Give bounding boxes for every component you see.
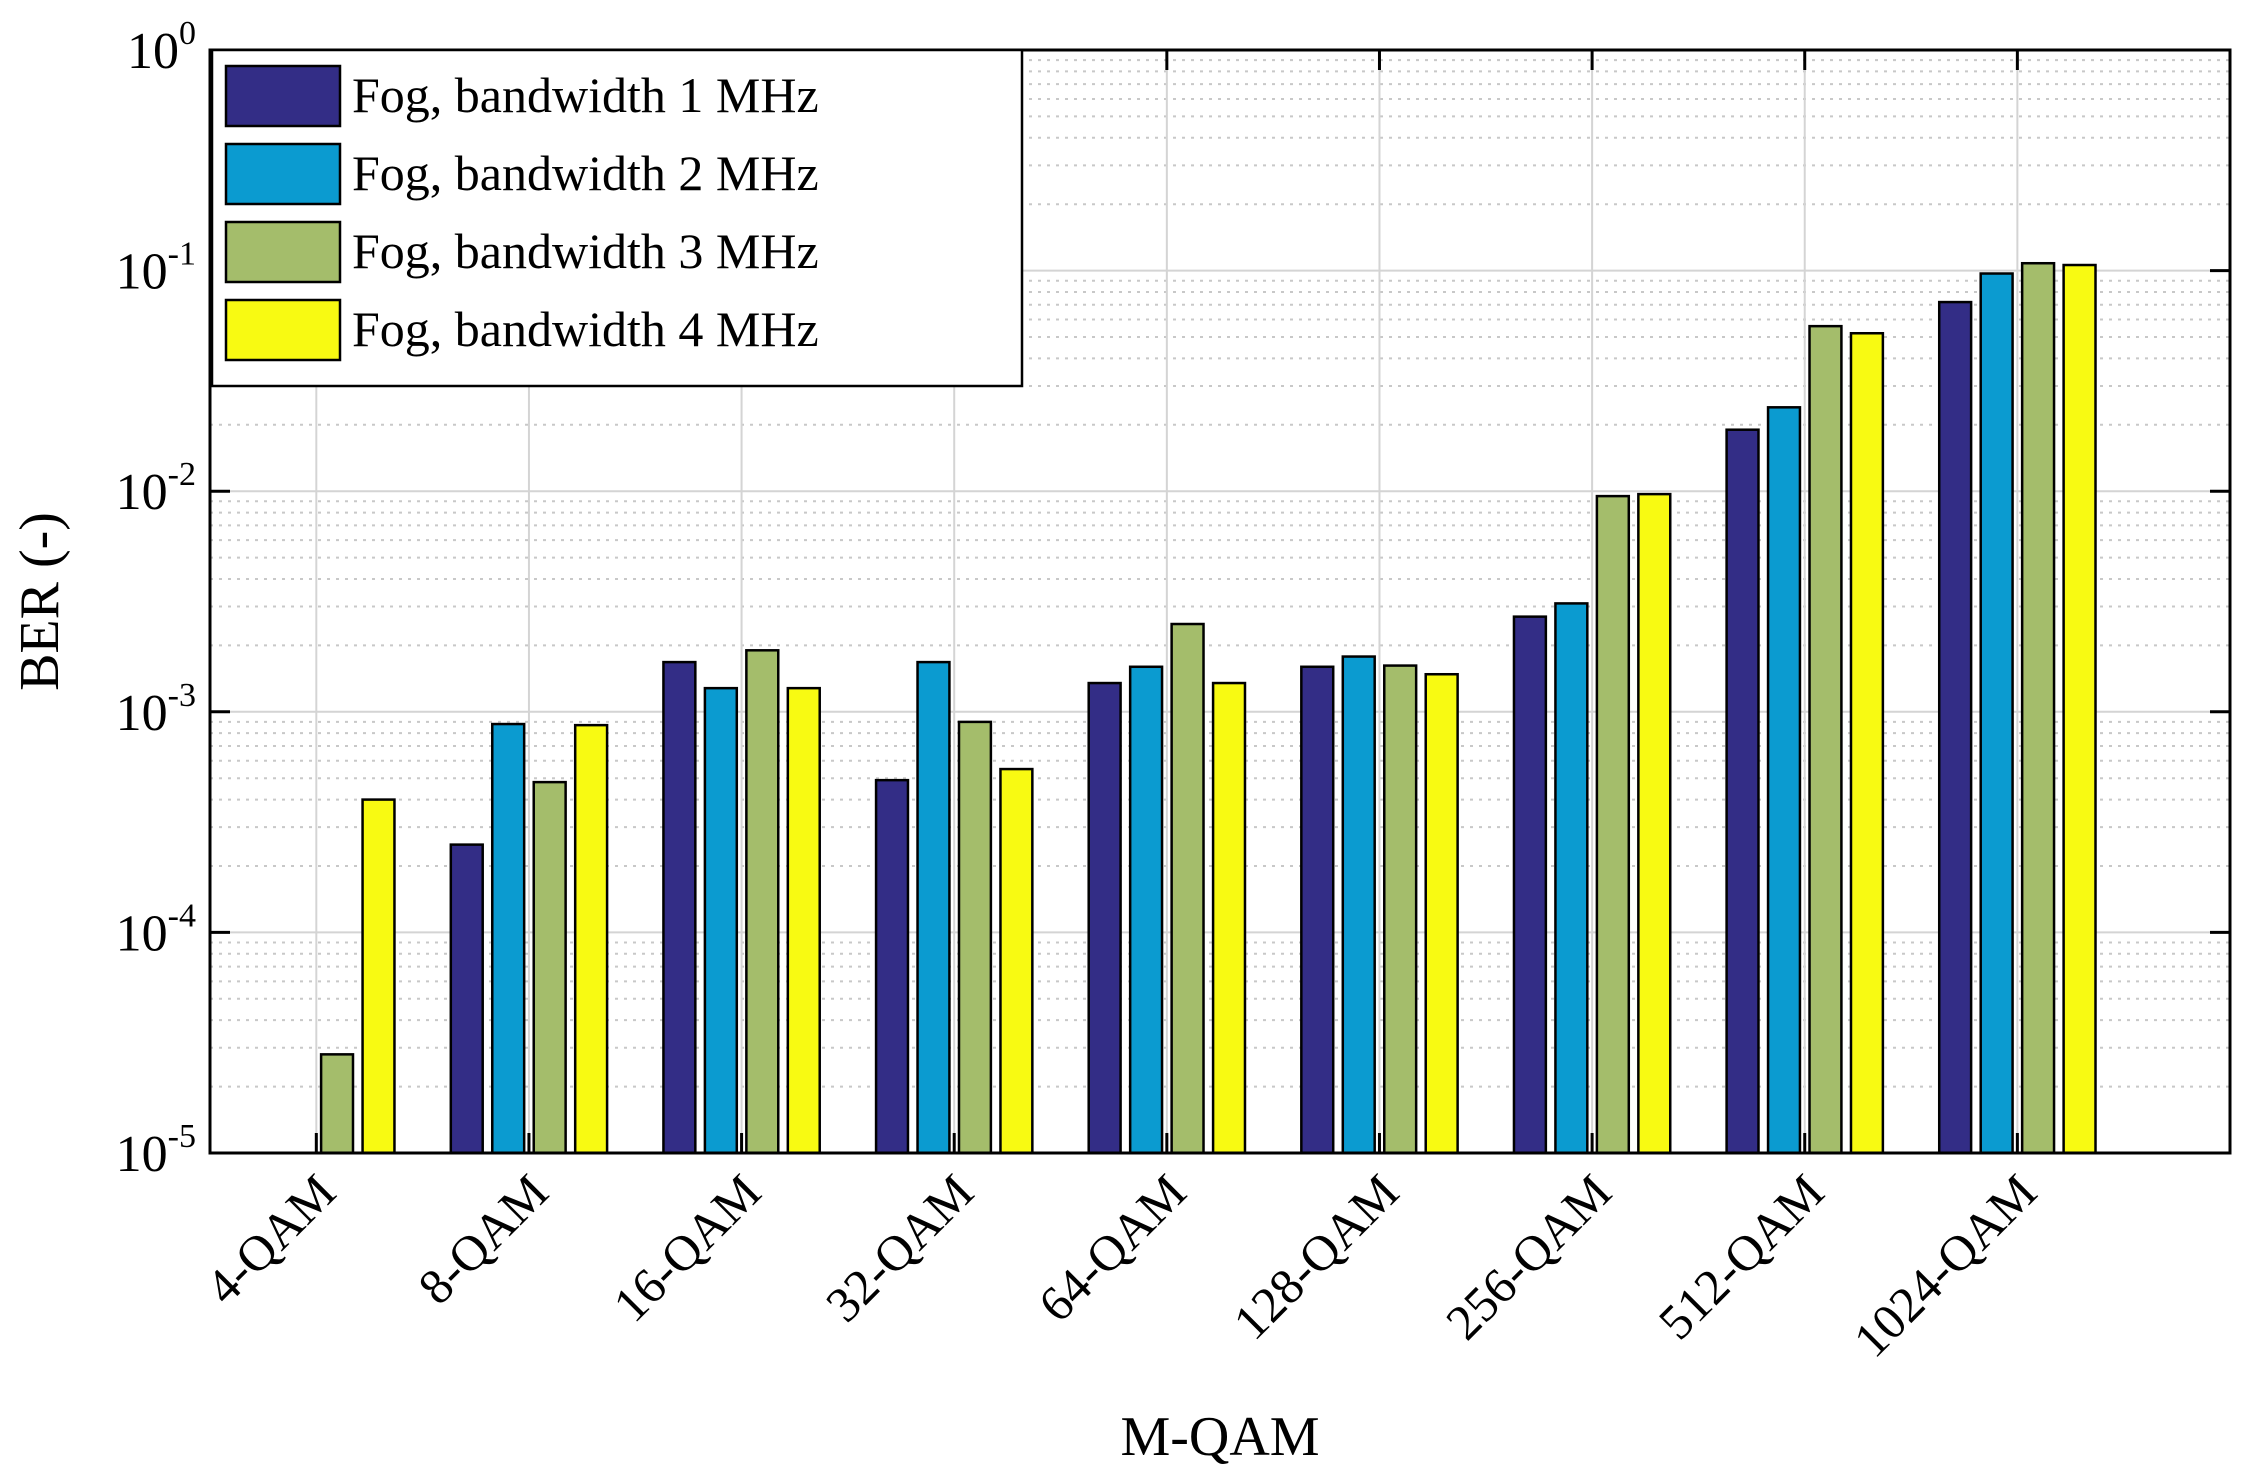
bar <box>319 1053 355 1155</box>
bar <box>491 722 526 1155</box>
bar <box>573 723 609 1155</box>
bar <box>532 780 567 1155</box>
bar <box>703 686 739 1155</box>
bar <box>874 778 910 1155</box>
bar <box>1128 665 1164 1155</box>
y-tick-label: 10-3 <box>116 677 196 742</box>
bar <box>1637 492 1672 1155</box>
bar <box>786 686 821 1155</box>
bar <box>2020 261 2056 1155</box>
bar <box>1087 681 1122 1155</box>
bar <box>361 798 396 1155</box>
bar <box>2062 263 2097 1155</box>
bar <box>1424 672 1459 1155</box>
bar <box>1849 331 1885 1155</box>
bar <box>1211 681 1247 1155</box>
y-tick-label: 10-1 <box>116 236 196 301</box>
legend-label: Fog, bandwidth 2 MHz <box>352 145 819 201</box>
bar <box>1383 664 1418 1155</box>
y-tick-label: 100 <box>127 15 196 80</box>
bar <box>1300 665 1335 1155</box>
bar <box>449 843 484 1155</box>
legend: Fog, bandwidth 1 MHz Fog, bandwidth 2 MHz… <box>210 48 1024 388</box>
y-axis-label: BER (-) <box>9 512 71 691</box>
bar <box>1170 622 1205 1155</box>
legend-swatch <box>224 298 342 362</box>
bar <box>1808 324 1843 1155</box>
legend-label: Fog, bandwidth 3 MHz <box>352 223 819 279</box>
legend-label: Fog, bandwidth 4 MHz <box>352 301 819 357</box>
x-axis-label: M-QAM <box>1120 1406 1319 1468</box>
bar <box>1341 655 1376 1155</box>
y-tick-label: 10-2 <box>116 456 196 521</box>
legend-swatch <box>224 142 342 206</box>
bar <box>957 720 993 1155</box>
bar <box>745 649 780 1155</box>
plot-frame <box>208 48 2232 1155</box>
legend-box <box>210 48 1024 388</box>
bar <box>1725 428 1760 1155</box>
bar <box>662 660 697 1155</box>
bar <box>1595 494 1631 1155</box>
y-tick-label: 10-5 <box>116 1118 196 1183</box>
bar <box>1512 615 1548 1155</box>
legend-swatch <box>224 220 342 284</box>
y-tick-label: 10-4 <box>116 897 196 962</box>
legend-label: Fog, bandwidth 1 MHz <box>352 67 819 123</box>
bar <box>916 660 951 1155</box>
bar <box>999 767 1034 1155</box>
bar <box>1937 300 1973 1155</box>
bar <box>1554 602 1589 1155</box>
bar <box>1979 272 2014 1155</box>
y-tick-labels: 10-5 10-4 10-3 10-2 10-1 100 <box>116 15 196 1183</box>
legend-swatch <box>224 64 342 128</box>
bar <box>1766 406 1802 1155</box>
